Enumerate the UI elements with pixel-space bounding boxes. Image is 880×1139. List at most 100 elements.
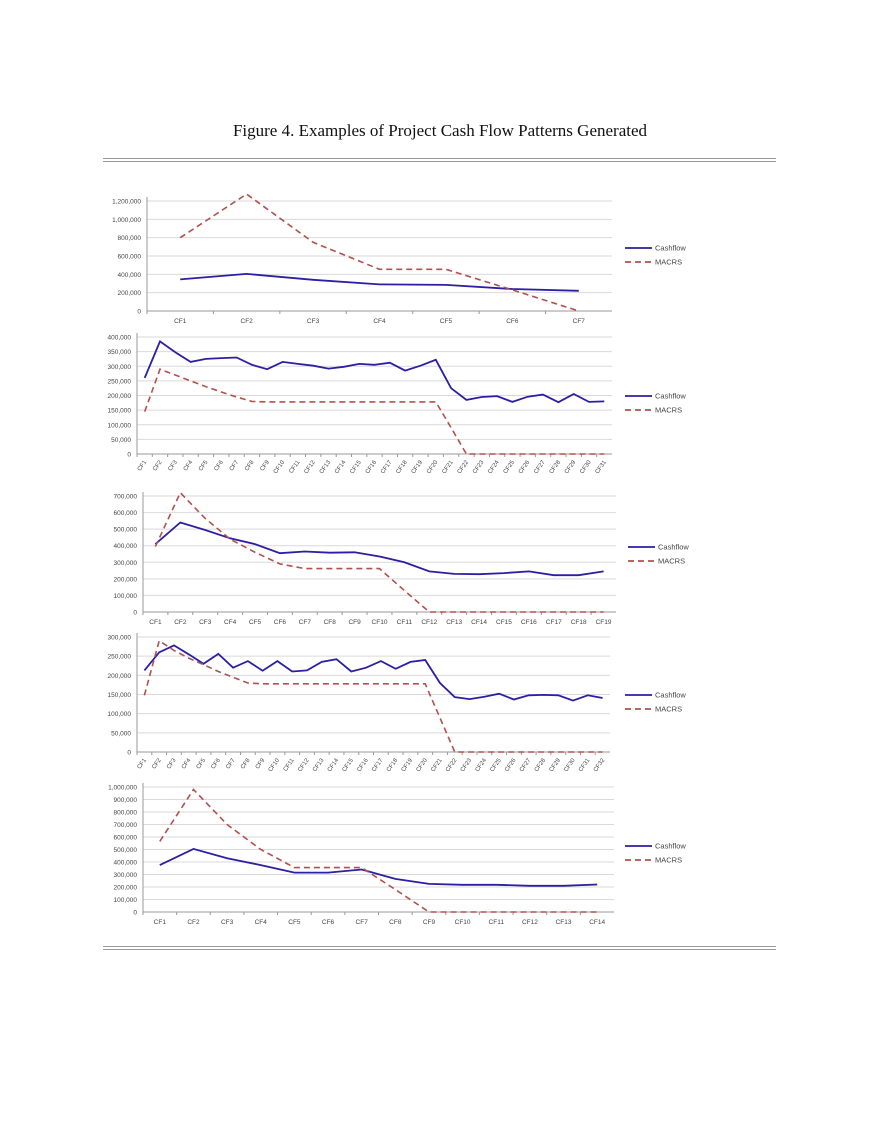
x-tick-label: CF8	[389, 919, 402, 926]
x-tick-label: CF20	[426, 459, 440, 475]
series-line-cashflow	[159, 847, 598, 887]
x-tick-label: CF7	[356, 919, 369, 926]
legend-label-cashflow: Cashflow	[658, 543, 689, 552]
x-tick-label: CF5	[196, 757, 208, 770]
y-tick-label: 300,000	[114, 872, 138, 879]
y-tick-label: 700,000	[114, 494, 138, 501]
x-tick-label: CF21	[441, 459, 455, 475]
y-tick-label: 500,000	[114, 527, 138, 534]
x-tick-label: CF9	[423, 919, 436, 926]
series-line-macrs	[143, 639, 603, 753]
x-tick-label: CF10	[372, 619, 388, 626]
legend-label-cashflow: Cashflow	[655, 691, 686, 700]
x-tick-label: CF2	[152, 459, 164, 472]
y-tick-label: 250,000	[108, 378, 132, 385]
x-tick-label: CF31	[595, 459, 609, 475]
x-tick-label: CF3	[221, 919, 234, 926]
x-tick-label: CF4	[224, 619, 237, 626]
y-tick-label: 100,000	[114, 593, 138, 600]
x-tick-label: CF8	[324, 619, 337, 626]
x-tick-label: CF13	[556, 919, 572, 926]
x-tick-label: CF3	[168, 459, 180, 472]
y-tick-label: 900,000	[114, 797, 138, 804]
x-tick-label: CF25	[503, 459, 517, 475]
legend-label-macrs: MACRS	[655, 705, 682, 714]
y-tick-label: 300,000	[114, 560, 138, 567]
y-tick-label: 100,000	[108, 422, 132, 429]
y-tick-label: 600,000	[114, 835, 138, 842]
x-tick-label: CF1	[154, 919, 167, 926]
series-line-macrs	[159, 788, 598, 913]
x-tick-label: CF10	[273, 459, 287, 475]
x-tick-label: CF27	[519, 757, 533, 773]
chart-5: 0 100,000 200,000 300,000 400,000 500,000 600,…	[108, 783, 686, 926]
x-tick-label: CF13	[446, 619, 462, 626]
y-tick-label: 0	[127, 452, 131, 459]
x-tick-label: CF11	[288, 459, 301, 475]
y-tick-label: 600,000	[118, 254, 142, 261]
x-tick-label: CF5	[288, 919, 301, 926]
x-tick-label: CF2	[241, 318, 254, 325]
x-tick-label: CF15	[342, 757, 356, 773]
y-tick-label: 300,000	[108, 364, 132, 371]
x-tick-label: CF18	[571, 619, 587, 626]
x-tick-label: CF17	[546, 619, 562, 626]
x-tick-label: CF23	[472, 459, 486, 475]
x-tick-label: CF22	[457, 459, 471, 475]
x-tick-label: CF21	[430, 757, 444, 773]
x-tick-label: CF24	[487, 459, 501, 475]
legend-label-macrs: MACRS	[655, 856, 682, 865]
x-tick-label: CF12	[522, 919, 538, 926]
x-tick-label: CF8	[244, 459, 256, 472]
x-tick-label: CF20	[416, 757, 430, 773]
series-line-cashflow	[143, 340, 605, 404]
y-tick-label: 200,000	[108, 393, 132, 400]
x-tick-label: CF9	[348, 619, 361, 626]
x-tick-label: CF6	[213, 459, 225, 472]
y-tick-label: 50,000	[111, 730, 131, 737]
y-tick-label: 150,000	[108, 408, 132, 415]
x-tick-label: CF17	[371, 757, 385, 773]
x-tick-label: CF7	[229, 459, 241, 472]
x-tick-label: CF31	[578, 757, 592, 773]
x-tick-label: CF11	[397, 619, 413, 626]
y-tick-label: 200,000	[118, 290, 142, 297]
x-tick-label: CF3	[307, 318, 320, 325]
bottom-divider	[103, 946, 776, 950]
chart-1: 0 200,000 400,000 600,000 800,000 1,000,000 1,…	[112, 193, 686, 325]
x-tick-label: CF1	[174, 318, 187, 325]
chart-4: 0 50,000 100,000 150,000 200,000 250,000 300,0…	[108, 633, 686, 773]
x-tick-label: CF12	[421, 619, 437, 626]
x-tick-label: CF14	[327, 757, 341, 773]
x-tick-label: CF30	[563, 757, 577, 773]
x-tick-label: CF14	[334, 459, 348, 475]
series-line-cashflow	[143, 644, 603, 702]
x-tick-label: CF15	[349, 459, 363, 475]
x-tick-label: CF18	[386, 757, 400, 773]
y-tick-label: 400,000	[108, 335, 132, 342]
y-tick-label: 1,000,000	[112, 217, 141, 224]
x-tick-label: CF1	[149, 619, 162, 626]
series-line-cashflow	[154, 521, 604, 577]
y-tick-label: 100,000	[114, 897, 138, 904]
y-tick-label: 600,000	[114, 510, 138, 517]
x-tick-label: CF10	[268, 757, 282, 773]
x-tick-label: CF27	[533, 459, 547, 475]
legend-label-macrs: MACRS	[655, 406, 682, 415]
x-tick-label: CF5	[198, 459, 210, 472]
y-tick-label: 1,000,000	[108, 785, 137, 792]
x-tick-label: CF9	[259, 459, 271, 472]
x-tick-label: CF16	[365, 459, 379, 475]
x-tick-label: CF7	[573, 318, 586, 325]
series-line-macrs	[179, 193, 580, 312]
y-tick-label: 100,000	[108, 711, 132, 718]
y-tick-label: 400,000	[114, 543, 138, 550]
chart-3: 0 100,000 200,000 300,000 400,000 500,000 600,…	[114, 491, 689, 626]
x-tick-label: CF18	[395, 459, 409, 475]
y-tick-label: 700,000	[114, 822, 138, 829]
x-tick-label: CF4	[373, 318, 386, 325]
y-tick-label: 200,000	[114, 885, 138, 892]
y-tick-label: 0	[137, 309, 141, 316]
x-tick-label: CF15	[496, 619, 512, 626]
